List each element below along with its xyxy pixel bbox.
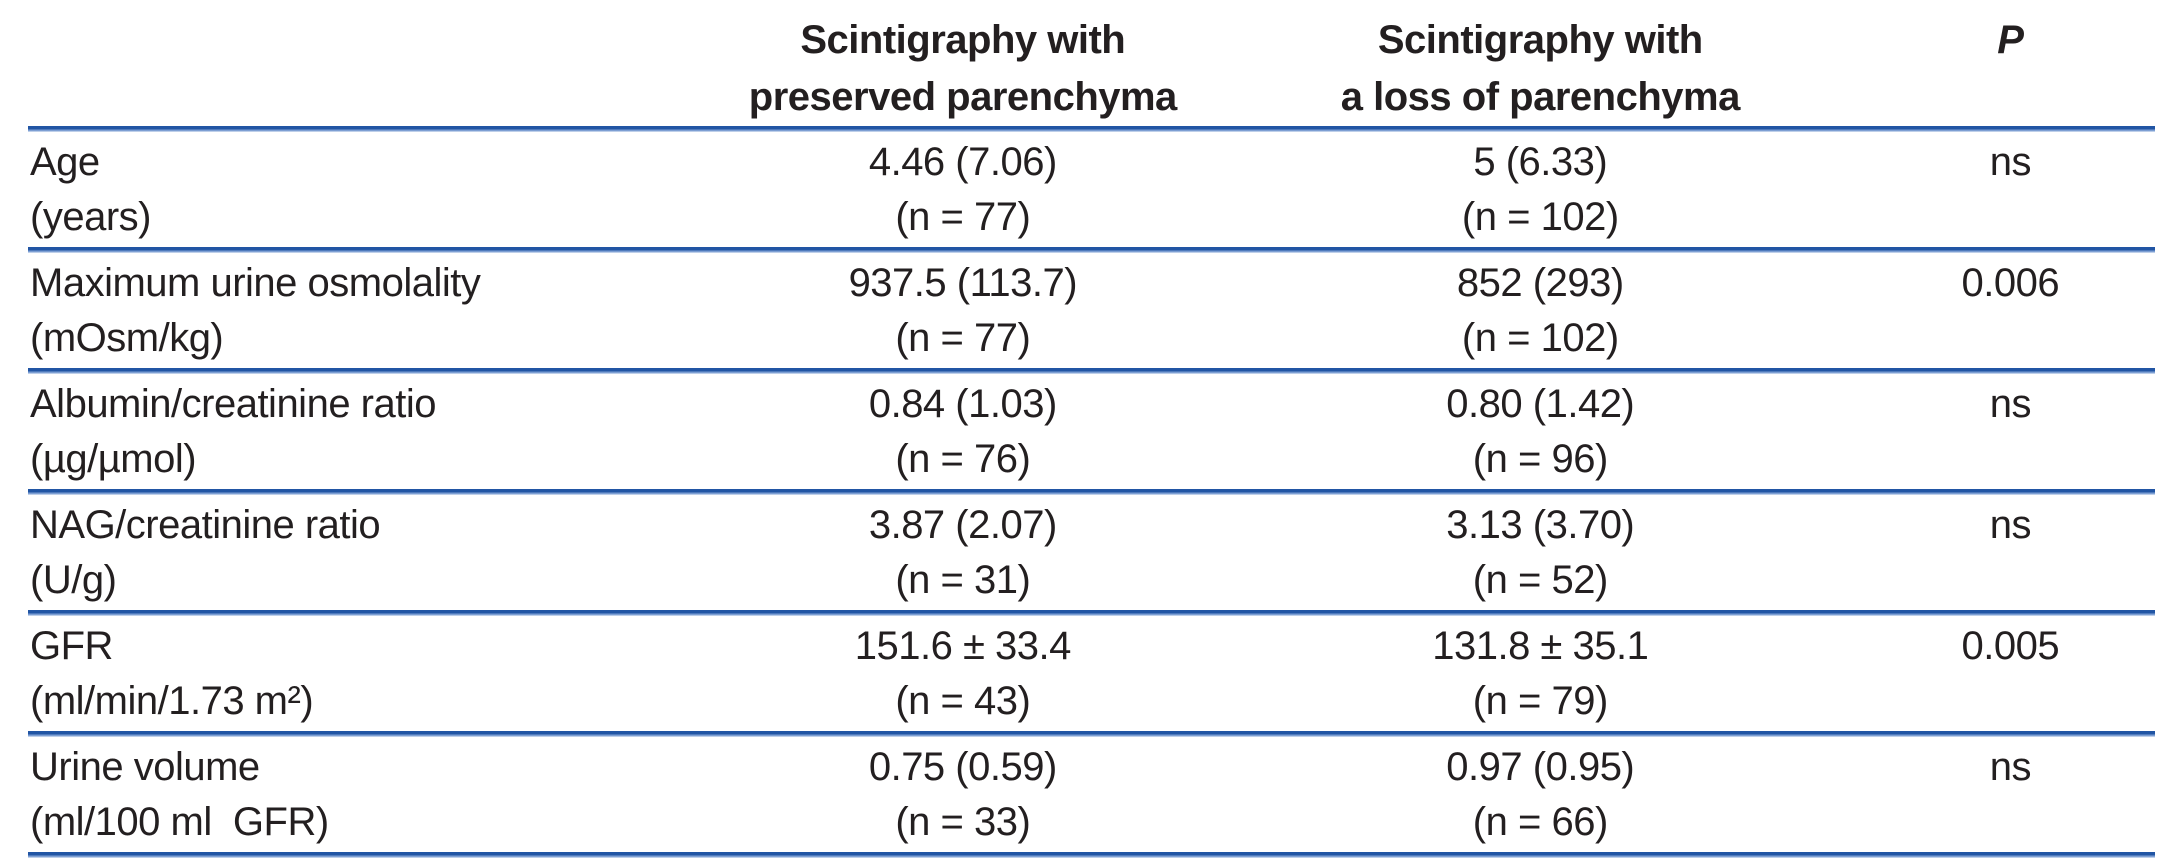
p-value: ns [1989,745,2032,789]
group2-n: (n = 96) [1472,437,1608,481]
header-group1: Scintigraphy with preserved parenchyma [711,0,1215,126]
header-p: P [1866,0,2155,126]
header-empty-cell [28,0,711,126]
group2-n: (n = 79) [1472,679,1608,723]
group1-value: 4.46 (7.06) [868,140,1057,184]
p-value-cell: 0.005 [1866,616,2155,731]
row-rule [28,610,2155,616]
comparison-table: Scintigraphy with preserved parenchyma S… [28,0,2155,858]
header-rule [28,126,2155,132]
group2-value-cell: 0.80 (1.42) (n = 96) [1215,374,1866,489]
row-rule [28,731,2155,737]
row-unit: (years) [30,195,151,239]
row-label-cell: Age (years) [28,132,711,247]
header-group1-line1: Scintigraphy with [800,18,1126,62]
table-header-row: Scintigraphy with preserved parenchyma S… [28,0,2155,126]
p-value: ns [1989,140,2032,184]
table-row-albumin-creatinine: Albumin/creatinine ratio (µg/µmol) 0.84 … [28,374,2155,489]
group2-value-cell: 5 (6.33) (n = 102) [1215,132,1866,247]
header-group1-line2: preserved parenchyma [748,75,1178,119]
row-rule [28,368,2155,374]
p-value: ns [1989,503,2032,547]
group1-value: 3.87 (2.07) [868,503,1057,547]
p-value: ns [1989,382,2032,426]
group2-n: (n = 52) [1472,558,1608,602]
row-rule [28,489,2155,495]
group1-value-cell: 4.46 (7.06) (n = 77) [711,132,1215,247]
header-group2-line2: a loss of parenchyma [1340,75,1741,119]
group1-value-cell: 937.5 (113.7) (n = 77) [711,253,1215,368]
p-value-cell: ns [1866,495,2155,610]
group1-value-cell: 0.84 (1.03) (n = 76) [711,374,1215,489]
group1-n: (n = 77) [895,195,1031,239]
row-unit: (µg/µmol) [30,437,197,481]
group2-value: 852 (293) [1456,261,1624,305]
row-label-cell: Urine volume (ml/100 ml GFR) [28,737,711,852]
row-unit: (ml/min/1.73 m²) [30,679,314,723]
group2-value-cell: 131.8 ± 35.1 (n = 79) [1215,616,1866,731]
group1-n: (n = 77) [895,316,1031,360]
group1-value-cell: 3.87 (2.07) (n = 31) [711,495,1215,610]
row-label: Age [30,140,100,184]
group2-value-cell: 3.13 (3.70) (n = 52) [1215,495,1866,610]
group2-value-cell: 852 (293) (n = 102) [1215,253,1866,368]
row-label-cell: NAG/creatinine ratio (U/g) [28,495,711,610]
table-row-gfr: GFR (ml/min/1.73 m²) 151.6 ± 33.4 (n = 4… [28,616,2155,731]
row-label: GFR [30,624,113,668]
group1-n: (n = 33) [895,800,1031,844]
group2-value: 131.8 ± 35.1 [1432,624,1649,668]
row-label: NAG/creatinine ratio [30,503,381,547]
row-label: Maximum urine osmolality [30,261,481,305]
table-row-nag-creatinine: NAG/creatinine ratio (U/g) 3.87 (2.07) (… [28,495,2155,610]
group1-n: (n = 43) [895,679,1031,723]
group1-n: (n = 76) [895,437,1031,481]
group2-n: (n = 102) [1461,195,1619,239]
group1-value: 937.5 (113.7) [848,261,1078,305]
group2-value: 0.97 (0.95) [1446,745,1635,789]
group1-value-cell: 151.6 ± 33.4 (n = 43) [711,616,1215,731]
p-value: 0.006 [1961,261,2060,305]
p-value-cell: 0.006 [1866,253,2155,368]
group1-value-cell: 0.75 (0.59) (n = 33) [711,737,1215,852]
row-label-cell: Maximum urine osmolality (mOsm/kg) [28,253,711,368]
group2-value-cell: 0.97 (0.95) (n = 66) [1215,737,1866,852]
table-row-urine-volume: Urine volume (ml/100 ml GFR) 0.75 (0.59)… [28,737,2155,852]
table-row-osmolality: Maximum urine osmolality (mOsm/kg) 937.5… [28,253,2155,368]
row-label: Urine volume [30,745,260,789]
header-group2: Scintigraphy with a loss of parenchyma [1215,0,1866,126]
bottom-rule [28,852,2155,858]
row-unit: (U/g) [30,558,117,602]
group1-value: 0.84 (1.03) [868,382,1057,426]
row-unit: (ml/100 ml GFR) [30,800,329,844]
p-value-cell: ns [1866,374,2155,489]
group2-n: (n = 102) [1461,316,1619,360]
group1-n: (n = 31) [895,558,1031,602]
header-p-label: P [1997,18,2024,62]
group1-value: 151.6 ± 33.4 [854,624,1072,668]
table-row-age: Age (years) 4.46 (7.06) (n = 77) 5 (6.33… [28,132,2155,247]
group2-n: (n = 66) [1472,800,1608,844]
row-unit: (mOsm/kg) [30,316,224,360]
p-value: 0.005 [1961,624,2060,668]
group1-value: 0.75 (0.59) [868,745,1057,789]
row-label: Albumin/creatinine ratio [30,382,436,426]
group2-value: 3.13 (3.70) [1446,503,1635,547]
row-rule [28,247,2155,253]
row-label-cell: GFR (ml/min/1.73 m²) [28,616,711,731]
p-value-cell: ns [1866,737,2155,852]
row-label-cell: Albumin/creatinine ratio (µg/µmol) [28,374,711,489]
header-group2-line1: Scintigraphy with [1377,18,1703,62]
group2-value: 0.80 (1.42) [1446,382,1635,426]
group2-value: 5 (6.33) [1473,140,1608,184]
p-value-cell: ns [1866,132,2155,247]
